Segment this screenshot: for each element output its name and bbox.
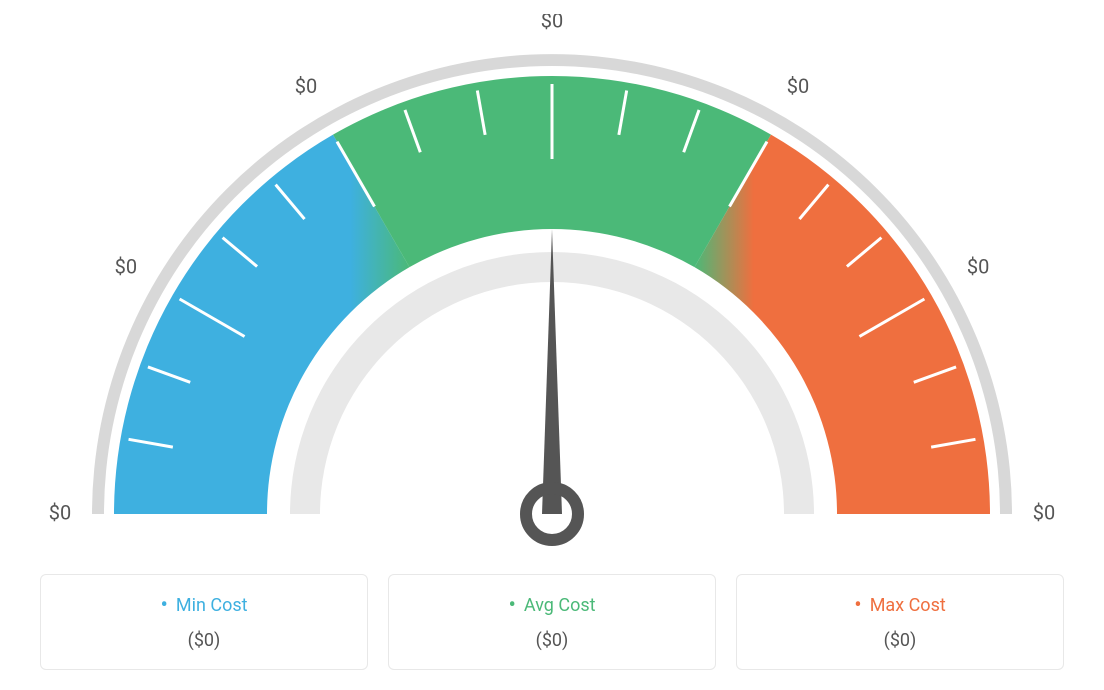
legend-card-avg: Avg Cost ($0) xyxy=(388,574,716,670)
legend-card-max: Max Cost ($0) xyxy=(736,574,1064,670)
gauge-svg: $0 $0 $0 $0 $0 $0 $0 xyxy=(40,14,1064,554)
legend-value-min: ($0) xyxy=(51,630,357,651)
svg-text:$0: $0 xyxy=(787,74,809,98)
legend-card-min: Min Cost ($0) xyxy=(40,574,368,670)
svg-text:$0: $0 xyxy=(1033,500,1055,524)
svg-text:$0: $0 xyxy=(115,254,137,278)
gauge-chart: $0 $0 $0 $0 $0 $0 $0 xyxy=(40,10,1064,554)
svg-text:$0: $0 xyxy=(541,14,563,32)
legend-row: Min Cost ($0) Avg Cost ($0) Max Cost ($0… xyxy=(40,574,1064,670)
legend-label-avg: Avg Cost xyxy=(399,593,705,618)
legend-label-min: Min Cost xyxy=(51,593,357,618)
legend-value-max: ($0) xyxy=(747,630,1053,651)
svg-text:$0: $0 xyxy=(49,500,71,524)
svg-text:$0: $0 xyxy=(295,74,317,98)
svg-text:$0: $0 xyxy=(967,254,989,278)
legend-label-max: Max Cost xyxy=(747,593,1053,618)
legend-value-avg: ($0) xyxy=(399,630,705,651)
